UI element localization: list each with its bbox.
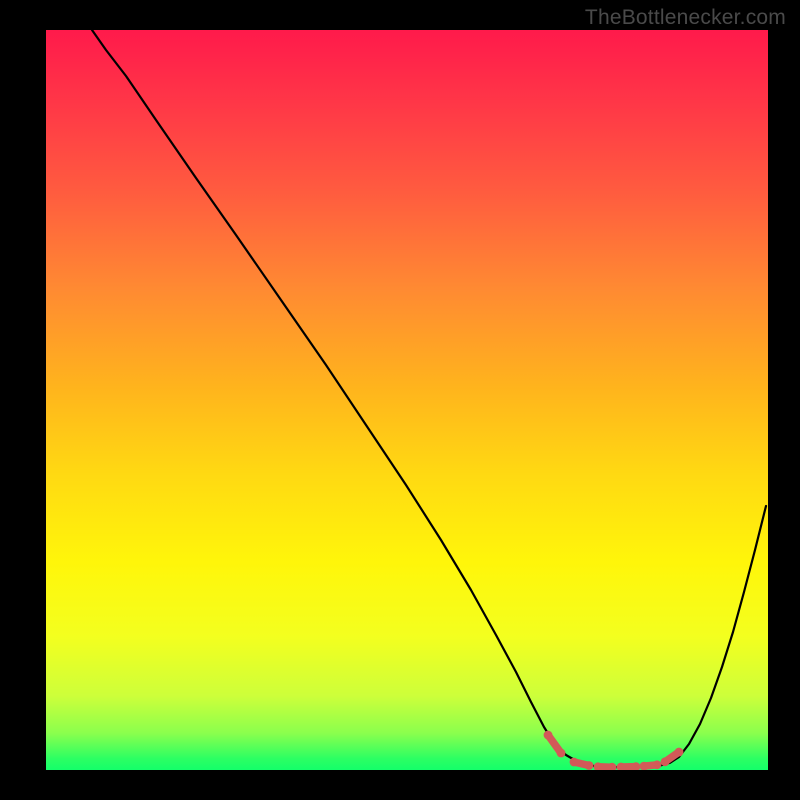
highlight-dot xyxy=(570,758,579,767)
chart-container: TheBottlenecker.com xyxy=(0,0,800,800)
highlight-group xyxy=(544,731,684,770)
main-curve-path xyxy=(92,30,766,767)
highlight-dot xyxy=(544,731,553,740)
highlight-dot xyxy=(653,760,662,769)
highlight-dot xyxy=(675,748,684,757)
highlight-dot xyxy=(661,757,670,766)
highlight-dot xyxy=(585,761,594,770)
plot-area xyxy=(46,30,768,770)
curve-svg xyxy=(46,30,768,770)
highlight-dot xyxy=(557,749,566,758)
watermark-text: TheBottlenecker.com xyxy=(585,6,786,30)
